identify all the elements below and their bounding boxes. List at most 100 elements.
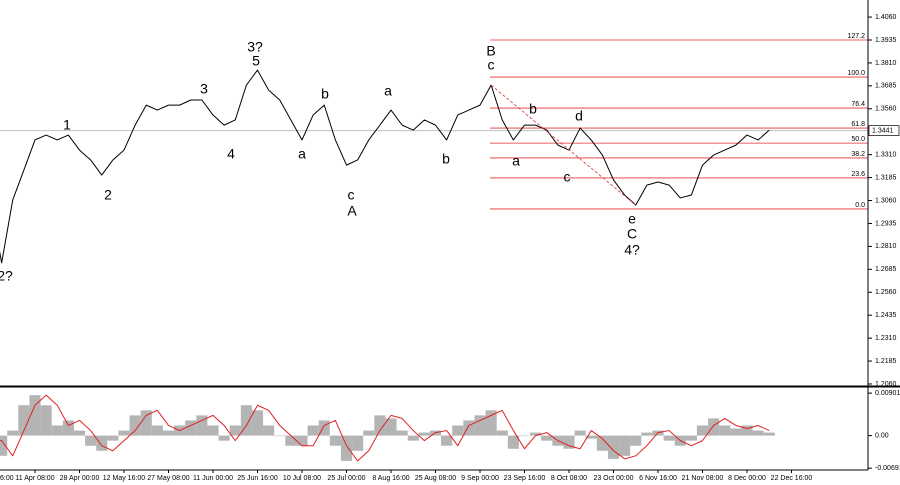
osc-bar [607, 435, 620, 459]
y-tick-label: 1.2435 [875, 312, 897, 319]
osc-bar [418, 432, 430, 436]
x-tick-label: 23 Oct 00:00 [593, 475, 633, 482]
y-tick-label: 1.2060 [875, 381, 897, 388]
x-tick-label: 11 Jun 00:00 [193, 475, 233, 482]
osc-bar [285, 435, 297, 446]
wave-label: 2 [104, 187, 112, 203]
x-tick-label: 8 Oct 08:00 [551, 475, 587, 482]
osc-bar [73, 430, 86, 436]
last-price-box [868, 125, 900, 136]
wave-label: e [628, 211, 636, 227]
osc-bar [318, 420, 330, 436]
osc-bar [307, 425, 319, 436]
wave-label: 3? [247, 39, 263, 55]
wave-label: a [384, 83, 392, 99]
osc-bar [407, 435, 419, 441]
y-tick-label: 1.2935 [875, 220, 897, 227]
x-tick-label: 28 Apr 00:00 [60, 475, 100, 482]
x-tick-label: 6:00 [0, 475, 14, 482]
osc-bar [585, 435, 597, 439]
wave-label: 3 [200, 81, 208, 97]
osc-y-tick-label: 0.00 [875, 432, 889, 439]
y-tick-label: 1.3185 [875, 174, 897, 181]
osc-bar [0, 435, 8, 456]
osc-bar [752, 430, 764, 436]
osc-y-tick-label: 0.00901 [875, 390, 900, 397]
osc-bar [708, 418, 720, 436]
fib-label: 50.0 [851, 136, 865, 143]
osc-bar [596, 435, 608, 451]
x-tick-label: 21 Nov 08:00 [682, 475, 724, 482]
osc-bar [96, 435, 108, 451]
y-tick-label: 1.3560 [875, 106, 897, 113]
y-tick-label: 1.2685 [875, 266, 897, 273]
price-line [0, 69, 770, 264]
y-tick-label: 1.2185 [875, 358, 897, 365]
osc-bar [251, 410, 264, 436]
osc-bar [51, 425, 63, 436]
osc-bar [496, 430, 508, 436]
y-tick-label: 1.3810 [875, 60, 897, 67]
fib-label: 23.6 [851, 171, 865, 178]
wave-label: b [321, 86, 329, 102]
wave-label: d [575, 108, 583, 124]
fib-label: 61.8 [851, 121, 865, 128]
wave-label: b [442, 151, 450, 167]
osc-bar [352, 435, 364, 451]
osc-bar [463, 420, 475, 436]
oscillator-pane [0, 394, 775, 462]
wave-label: c [348, 187, 355, 203]
osc-y-tick-label: -0.00691 [875, 465, 900, 472]
wave-label: C [627, 226, 637, 242]
y-tick-label: 1.2310 [875, 335, 897, 342]
osc-bar [263, 425, 275, 436]
x-tick-label: 8 Aug 16:00 [372, 475, 409, 482]
osc-bar [619, 435, 631, 456]
wave-label: B [486, 43, 495, 59]
osc-bar [485, 410, 497, 436]
osc-bar [385, 418, 397, 436]
x-tick-label: 6 Nov 16:00 [639, 475, 677, 482]
y-tick-label: 1.2810 [875, 243, 897, 250]
wave-label: 4? [624, 242, 640, 258]
osc-bar [329, 435, 341, 446]
osc-bar [218, 435, 230, 441]
wave-label: a [512, 153, 520, 169]
y-tick-label: 1.3310 [875, 152, 897, 159]
x-tick-label: 12 May 16:00 [103, 475, 146, 482]
x-tick-label: 27 May 08:00 [147, 475, 190, 482]
fib-label: 38.2 [851, 151, 865, 158]
osc-bar [518, 435, 531, 437]
osc-bar [507, 435, 519, 449]
osc-bar [229, 425, 241, 436]
osc-bar [274, 435, 286, 437]
osc-bar [730, 428, 742, 436]
osc-bar [474, 415, 486, 436]
osc-bar [162, 430, 175, 436]
osc-bar [140, 410, 152, 436]
osc-bar [7, 430, 19, 436]
osc-bar [18, 405, 30, 436]
wave-label: 5 [252, 53, 260, 69]
last-price-label: 1.3441 [872, 127, 894, 134]
y-tick-label: 1.3060 [875, 197, 897, 204]
y-tick-label: 1.4060 [875, 14, 897, 21]
x-tick-label: 25 Aug 08:00 [415, 475, 456, 482]
signal-line [0, 394, 770, 462]
x-tick-label: 25 Jul 00:00 [327, 475, 365, 482]
x-tick-label: 22 Dec 16:00 [771, 475, 813, 482]
y-tick-label: 1.3935 [875, 37, 897, 44]
wave-label: c [488, 57, 495, 73]
wave-label: 2? [0, 268, 13, 284]
x-tick-label: 9 Sep 00:00 [461, 475, 499, 482]
x-tick-label: 11 Apr 08:00 [15, 475, 54, 482]
x-tick-label: 8 Dec 00:00 [728, 475, 766, 482]
y-tick-label: 1.2560 [875, 289, 897, 296]
wave-label: A [347, 203, 357, 219]
osc-bar [452, 425, 464, 436]
wave-label: 1 [63, 117, 71, 133]
osc-bar [185, 420, 197, 436]
osc-bar [763, 432, 775, 436]
